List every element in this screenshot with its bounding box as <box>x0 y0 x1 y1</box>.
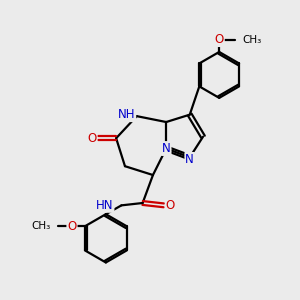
Text: N: N <box>185 153 194 166</box>
Text: O: O <box>67 220 76 233</box>
Text: HN: HN <box>96 199 113 212</box>
Text: O: O <box>87 132 97 145</box>
Text: O: O <box>166 199 175 212</box>
Text: CH₃: CH₃ <box>243 34 262 45</box>
Text: N: N <box>162 142 171 155</box>
Text: O: O <box>214 33 224 46</box>
Text: CH₃: CH₃ <box>31 221 50 231</box>
Text: NH: NH <box>118 108 135 121</box>
